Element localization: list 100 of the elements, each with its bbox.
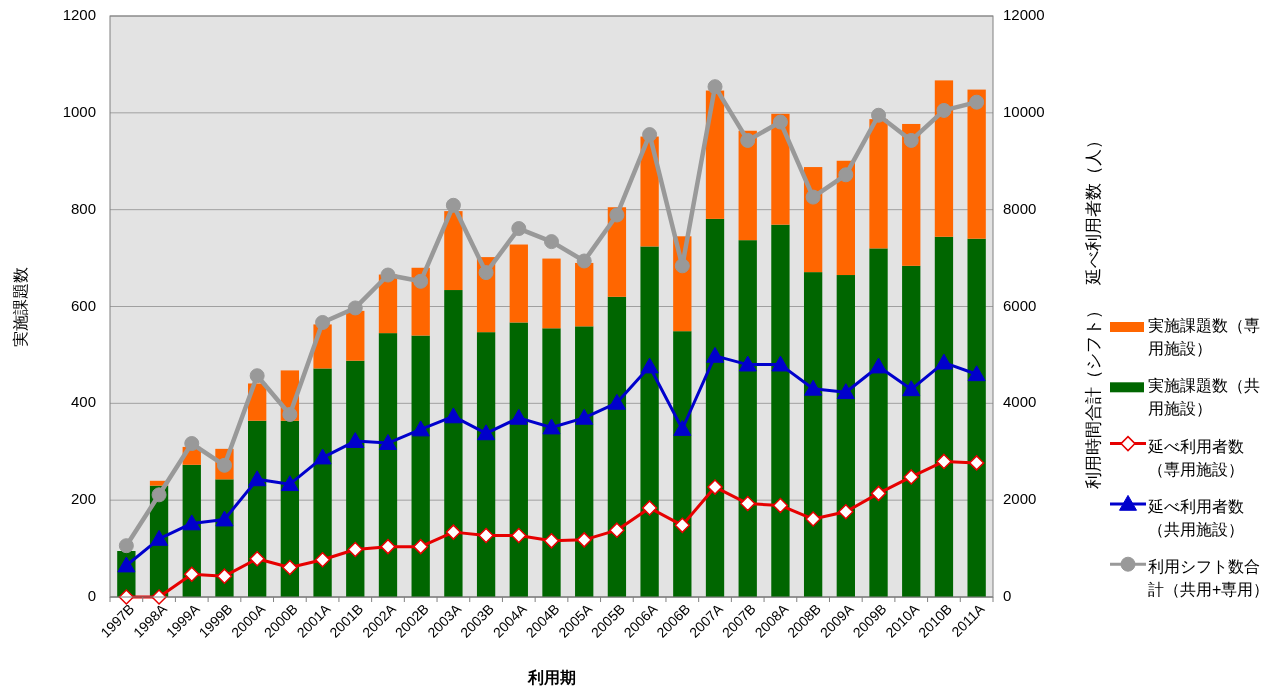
point xyxy=(903,132,919,148)
y-tick-label: 0 xyxy=(87,586,96,604)
point xyxy=(412,538,429,555)
bar xyxy=(869,248,888,597)
point xyxy=(771,355,790,372)
legend-label: 延べ利用者数（専用施設） xyxy=(1147,437,1244,478)
point xyxy=(804,379,823,396)
bar xyxy=(640,246,659,597)
point xyxy=(380,267,396,283)
point xyxy=(544,234,559,250)
point xyxy=(511,527,527,544)
point xyxy=(282,559,298,576)
point xyxy=(641,500,658,516)
point xyxy=(150,529,169,546)
bar xyxy=(803,272,823,597)
point xyxy=(936,453,952,470)
bar xyxy=(705,218,725,597)
point xyxy=(707,79,723,95)
bar xyxy=(542,328,561,597)
point xyxy=(871,107,887,123)
point xyxy=(576,532,592,548)
point xyxy=(411,420,430,437)
y-tick-label: 200 xyxy=(70,490,96,508)
legend-label: 利用シフト数合計（共用+専用） xyxy=(1148,558,1270,599)
point xyxy=(674,258,690,274)
point xyxy=(215,510,234,527)
y-tick-label: 400 xyxy=(70,393,96,411)
point xyxy=(542,418,561,435)
point xyxy=(248,470,267,487)
point xyxy=(182,514,201,531)
point xyxy=(315,314,331,330)
point xyxy=(967,365,986,382)
bar xyxy=(934,236,954,597)
point xyxy=(969,94,985,110)
bar xyxy=(444,290,463,597)
point xyxy=(902,380,921,397)
point xyxy=(249,368,265,384)
point xyxy=(772,497,789,514)
point xyxy=(378,434,397,450)
y2-tick-label: 4000 xyxy=(1003,393,1037,411)
y2-tick-label: 2000 xyxy=(1003,490,1037,508)
point xyxy=(968,455,985,471)
bar xyxy=(509,244,528,323)
point xyxy=(642,127,658,143)
bar xyxy=(836,275,855,597)
point xyxy=(184,566,200,582)
point xyxy=(575,408,594,425)
point xyxy=(346,432,365,448)
point xyxy=(836,383,855,400)
point xyxy=(805,189,821,205)
bar xyxy=(476,332,496,597)
point xyxy=(478,265,494,281)
point xyxy=(445,197,461,213)
point xyxy=(870,485,887,502)
y2-tick-label: 8000 xyxy=(1003,199,1037,217)
bar xyxy=(902,123,921,266)
point xyxy=(117,556,136,573)
point xyxy=(511,221,527,237)
bar xyxy=(771,224,790,597)
point xyxy=(772,114,788,130)
point xyxy=(936,102,952,118)
point xyxy=(739,495,756,512)
point xyxy=(869,357,888,374)
point xyxy=(249,551,265,567)
point xyxy=(805,511,821,527)
y-tick-label: 1200 xyxy=(62,5,96,23)
point xyxy=(282,406,298,422)
bar xyxy=(313,368,332,597)
point xyxy=(609,522,625,538)
point xyxy=(151,487,167,503)
legend-label: 延べ利用者数（共用施設） xyxy=(1147,498,1244,539)
legend-label: 実施課題数（共用施設） xyxy=(1148,377,1260,418)
point xyxy=(576,253,592,269)
x-axis-title: 利用期 xyxy=(526,669,576,686)
point xyxy=(184,436,200,452)
bar xyxy=(967,238,986,597)
point xyxy=(478,527,494,544)
bar xyxy=(575,262,594,327)
bar xyxy=(411,335,430,597)
point xyxy=(118,538,134,554)
legend-label: 実施課題数（専用施設） xyxy=(1148,317,1260,358)
point xyxy=(477,424,496,441)
point xyxy=(706,346,725,363)
bar xyxy=(509,322,528,597)
point xyxy=(738,355,757,372)
point xyxy=(313,448,332,465)
bar xyxy=(607,296,627,597)
point xyxy=(609,207,625,223)
y-tick-label: 800 xyxy=(70,199,96,217)
point xyxy=(607,393,626,410)
point xyxy=(347,300,363,316)
y2-tick-label: 12000 xyxy=(1003,5,1045,23)
point xyxy=(673,419,692,436)
bar xyxy=(738,240,757,597)
point xyxy=(314,551,331,568)
point xyxy=(216,568,233,584)
point xyxy=(347,541,364,558)
bar xyxy=(673,331,692,597)
point xyxy=(707,479,723,495)
point xyxy=(509,408,528,425)
